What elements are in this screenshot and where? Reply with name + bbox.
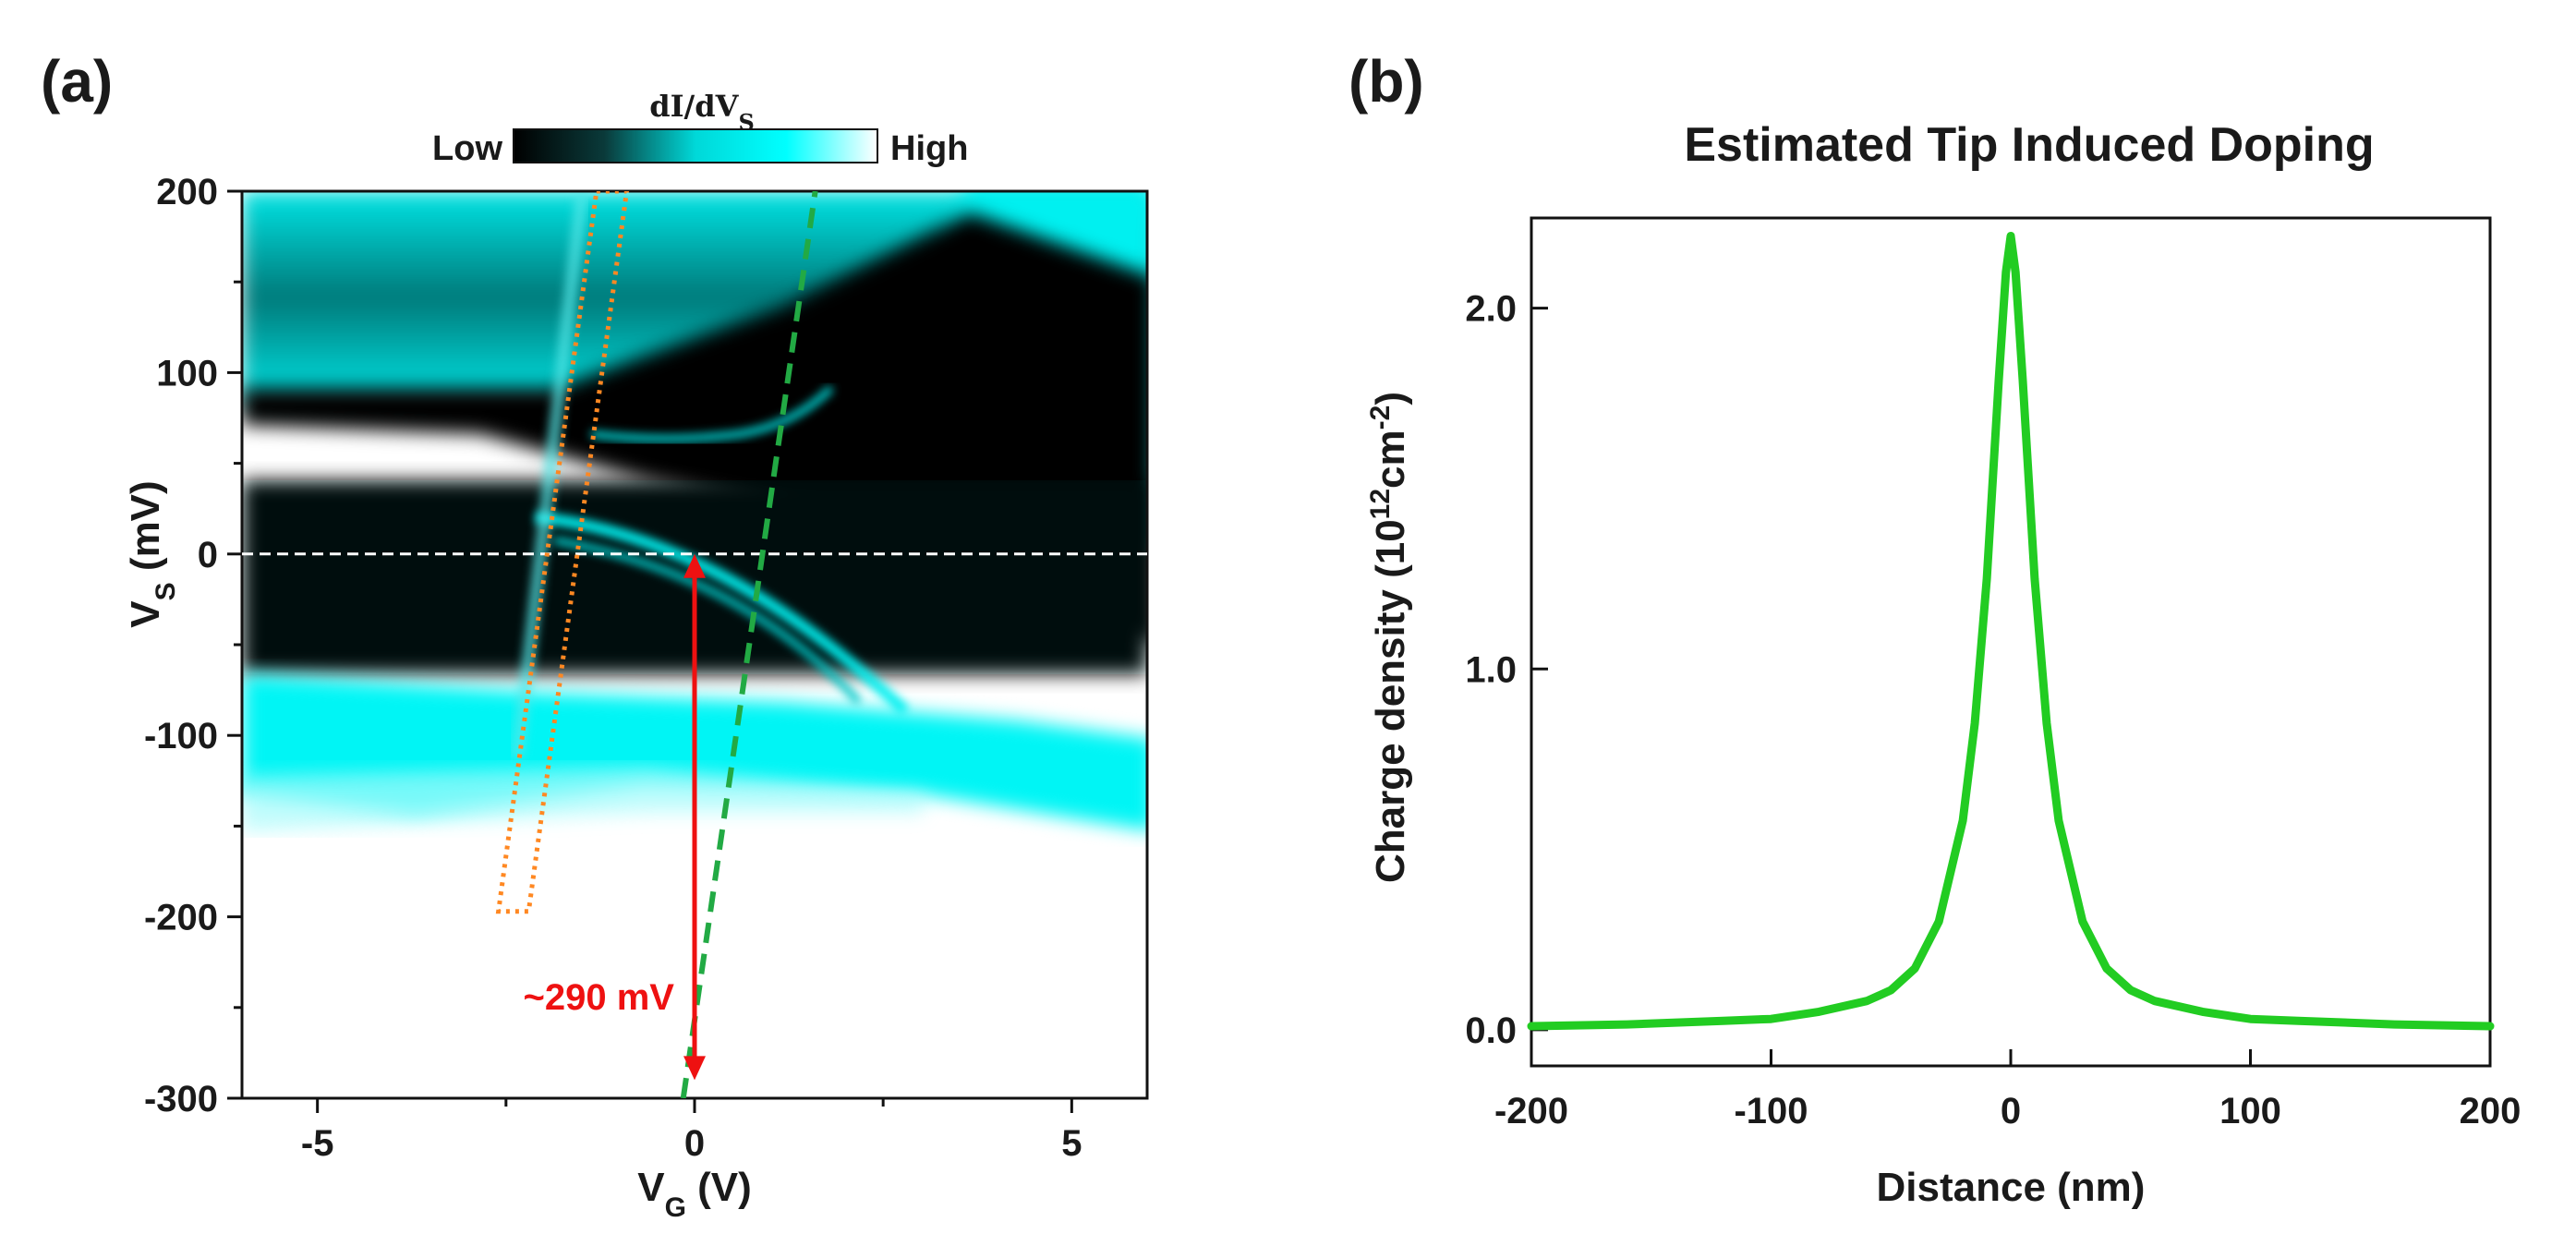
heatmap-feature-2 (553, 537, 862, 705)
y-tick-label-a: -300 (144, 1079, 218, 1119)
y-tick-label-b: 1.0 (1465, 649, 1517, 690)
arrow-head-top (683, 553, 706, 578)
y-tick-label-a: -200 (144, 898, 218, 938)
y-tick-label-a: 200 (156, 172, 218, 212)
heatmap-feature-1 (535, 512, 910, 716)
x-tick-label-b: 100 (2219, 1091, 2281, 1131)
panel-label-a: (a) (41, 48, 113, 115)
x-tick-label-a: 0 (684, 1123, 705, 1164)
arrow-head-bottom (683, 1056, 706, 1081)
y-tick-label-a: 100 (156, 353, 218, 393)
annotations-a (242, 191, 1147, 1098)
x-axis-title-b: Distance (nm) (1877, 1165, 2146, 1210)
x-tick-label-b: -100 (1734, 1091, 1808, 1131)
colorbar-low-label: Low (432, 129, 502, 168)
heatmap-feature-4 (511, 193, 588, 758)
axis-ticks-a: -5 0 5 200 100 0 -100 -200 -300 (144, 172, 1082, 1164)
x-tick-label-b: 200 (2460, 1091, 2522, 1131)
x-tick-label-b: -200 (1494, 1091, 1568, 1131)
chart-title-b: Estimated Tip Induced Doping (1684, 118, 2374, 172)
y-tick-label-a: -100 (144, 716, 218, 756)
colorbar-bar (513, 128, 878, 163)
heatmap-lower-haze (242, 767, 924, 831)
colorbar-high-label: High (890, 129, 968, 168)
x-tick-label-a: 5 (1061, 1123, 1082, 1164)
dirac-line (680, 191, 818, 1098)
y-tick-label-b: 0.0 (1465, 1010, 1517, 1051)
x-tick-label-b: 0 (2001, 1091, 2021, 1131)
y-axis-title-a: VS (mV) (123, 480, 181, 627)
heatmap-feature-3 (590, 385, 834, 442)
axes-frame-b (1530, 216, 2492, 1068)
y-axis-title-b: Charge density (1012cm-2) (1365, 392, 1414, 883)
x-axis-title-a: VG (V) (637, 1165, 752, 1223)
series-line-doping (1527, 232, 2495, 1031)
arrow-annotation: ~290 mV (524, 553, 706, 1081)
y-tick-label-a: 0 (198, 535, 218, 575)
x-tick-label-a: -5 (301, 1123, 334, 1164)
axis-ticks-b: -200 -100 0 100 200 0.0 1.0 2.0 (1465, 289, 2521, 1131)
heatmap (242, 191, 1147, 1098)
colorbar-title: dI/dVS (649, 89, 755, 136)
colorbar: dI/dVS Low High (432, 89, 968, 168)
y-tick-label-b: 2.0 (1465, 289, 1517, 330)
panel-label-b: (b) (1348, 48, 1424, 115)
arrow-label: ~290 mV (524, 977, 675, 1018)
